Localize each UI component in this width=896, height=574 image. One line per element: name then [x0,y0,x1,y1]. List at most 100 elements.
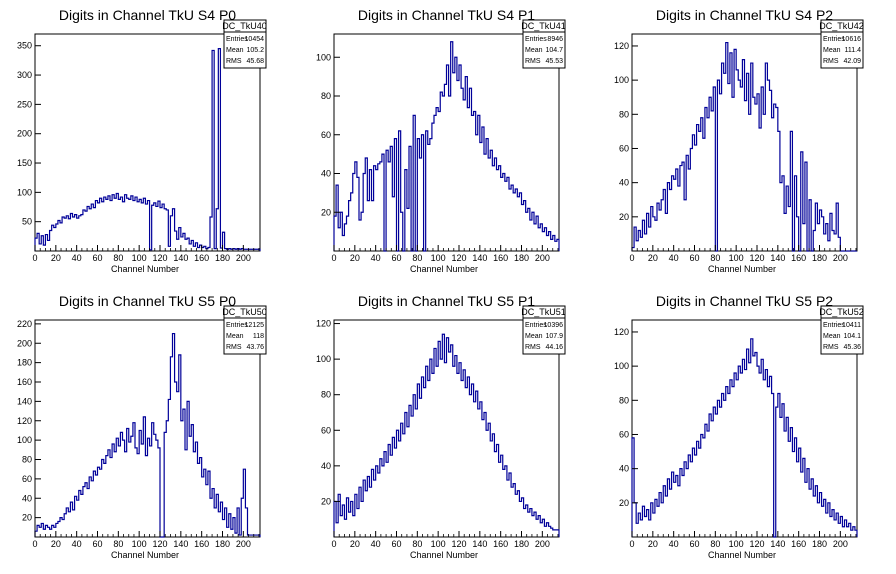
chart-5-xtick-label: 0 [331,539,336,549]
chart-6-stats-rms-value: 45.36 [843,344,861,351]
chart-5-ytick-label: 100 [316,354,331,364]
chart-6-xtick-label: 120 [749,539,764,549]
chart-4-xtick-label: 140 [173,539,188,549]
chart-3-stats-entries-label: Entries [823,36,845,43]
chart-4-ytick-label: 120 [17,416,32,426]
chart-4-xtick-label: 40 [72,539,82,549]
chart-3: Digits in Channel TkU S4 P2 0 20 40 60 80 100 1… [614,7,864,274]
chart-4-stats-mean-label: Mean [226,333,244,340]
chart-4-ytick-label: 40 [22,493,32,503]
chart-2-histogram [333,41,560,252]
chart-6-ytick-label: 20 [619,498,629,508]
chart-4-xtick-label: 60 [92,539,102,549]
chart-3-xtick-label: 100 [729,253,744,263]
chart-2-stats-mean-value: 104.7 [545,47,563,54]
chart-3-ytick-label: 80 [619,109,629,119]
chart-2-xtick-label: 40 [371,253,381,263]
chart-6-ytick-label: 40 [619,464,629,474]
chart-4-stats-entries-value: 12125 [245,322,265,329]
chart-3-title: Digits in Channel TkU S4 P2 [656,7,833,23]
chart-3-xlabel: Channel Number [708,264,776,274]
chart-4-ytick-label: 220 [17,319,32,329]
chart-3-stats-rms-label: RMS [823,58,839,65]
chart-3-stats-mean-label: Mean [823,47,841,54]
chart-1-histogram [34,48,261,251]
chart-1-stats-entries-value: 10454 [245,36,265,43]
chart-5-stats-name: DC_TkU51 [521,307,566,317]
chart-5-xtick-label: 180 [514,539,529,549]
chart-5-stats-mean-value: 107.9 [545,333,563,340]
chart-5-ytick-label: 60 [321,425,331,435]
chart-6-xtick-label: 80 [710,539,720,549]
chart-1-xtick-label: 80 [113,253,123,263]
chart-5-xtick-label: 160 [493,539,508,549]
chart-5-stats-rms-value: 44.16 [545,344,563,351]
chart-3-ytick-label: 100 [614,75,629,85]
chart-3-xtick-label: 200 [833,253,848,263]
chart-1-xtick-label: 140 [173,253,188,263]
chart-2-stats-name: DC_TkU41 [521,21,566,31]
chart-2-stats-entries-label: Entries [525,36,547,43]
chart-5-stats-entries-label: Entries [525,322,547,329]
chart-2-xlabel: Channel Number [410,264,478,274]
chart-5-xtick-label: 120 [451,539,466,549]
chart-3-ytick-label: 120 [614,41,629,51]
chart-4-xtick-label: 200 [236,539,251,549]
chart-4-xtick-label: 120 [152,539,167,549]
chart-5-xtick-label: 80 [412,539,422,549]
chart-2-xtick-label: 200 [535,253,550,263]
chart-1-ytick-label: 100 [17,187,32,197]
chart-6-xtick-label: 60 [689,539,699,549]
chart-6-stats-entries-label: Entries [823,322,845,329]
chart-1-stats-frame [223,19,267,69]
chart-6-stats-mean-value: 104.1 [843,333,861,340]
chart-5-xtick-label: 100 [431,539,446,549]
chart-1-stats-rms-value: 45.68 [246,58,264,65]
chart-2-ytick-label: 60 [321,130,331,140]
chart-1-stats-mean-value: 105.2 [246,47,264,54]
chart-4-title: Digits in Channel TkU S5 P0 [59,293,236,309]
chart-4-ytick-label: 100 [17,435,32,445]
chart-2-stats-box: DC_TkU41 Entries 8946 Mean 104.7 RMS 45.53 [521,19,566,69]
chart-1-stats-name: DC_TkU40 [222,21,267,31]
chart-2-xtick-label: 180 [514,253,529,263]
chart-2-xtick-label: 60 [391,253,401,263]
chart-4-xlabel: Channel Number [111,550,179,560]
chart-2-frame [333,33,560,252]
chart-3-xtick-label: 120 [749,253,764,263]
chart-5-xtick-label: 40 [371,539,381,549]
chart-6-stats-entries-value: 10411 [842,322,861,329]
chart-1-xtick-label: 100 [132,253,147,263]
chart-5-ytick-label: 120 [316,319,331,329]
chart-2-xtick-label: 160 [493,253,508,263]
chart-6-stats-rms-label: RMS [823,344,839,351]
chart-3-ytick-label: 20 [619,212,629,222]
chart-4: Digits in Channel TkU S5 P0 0 20 40 60 80 100 1… [17,293,267,560]
chart-4-ytick-label: 180 [17,358,32,368]
chart-6-ytick-label: 100 [614,361,629,371]
chart-2-xtick-label: 120 [451,253,466,263]
chart-3-ytick-label: 40 [619,178,629,188]
chart-6-xtick-label: 40 [669,539,679,549]
chart-1-stats-rms-label: RMS [226,58,242,65]
chart-4-ytick-label: 80 [22,455,32,465]
chart-6-xtick-label: 200 [833,539,848,549]
chart-5-xtick-label: 60 [391,539,401,549]
chart-2-stats-rms-label: RMS [525,58,541,65]
chart-4-xtick-label: 20 [51,539,61,549]
chart-5-ytick-label: 40 [321,461,331,471]
chart-3-xtick-label: 180 [812,253,827,263]
chart-6-stats-mean-label: Mean [823,333,841,340]
chart-1-xtick-label: 180 [215,253,230,263]
chart-4-xtick-label: 160 [194,539,209,549]
chart-3-xtick-label: 160 [791,253,806,263]
chart-1-xtick-label: 120 [152,253,167,263]
chart-5-xtick-label: 200 [535,539,550,549]
chart-3-xtick-label: 40 [669,253,679,263]
chart-6-frame [631,319,858,538]
chart-1-title: Digits in Channel TkU S4 P0 [59,7,236,23]
chart-2-xtick-label: 100 [431,253,446,263]
chart-3-xtick-label: 60 [689,253,699,263]
